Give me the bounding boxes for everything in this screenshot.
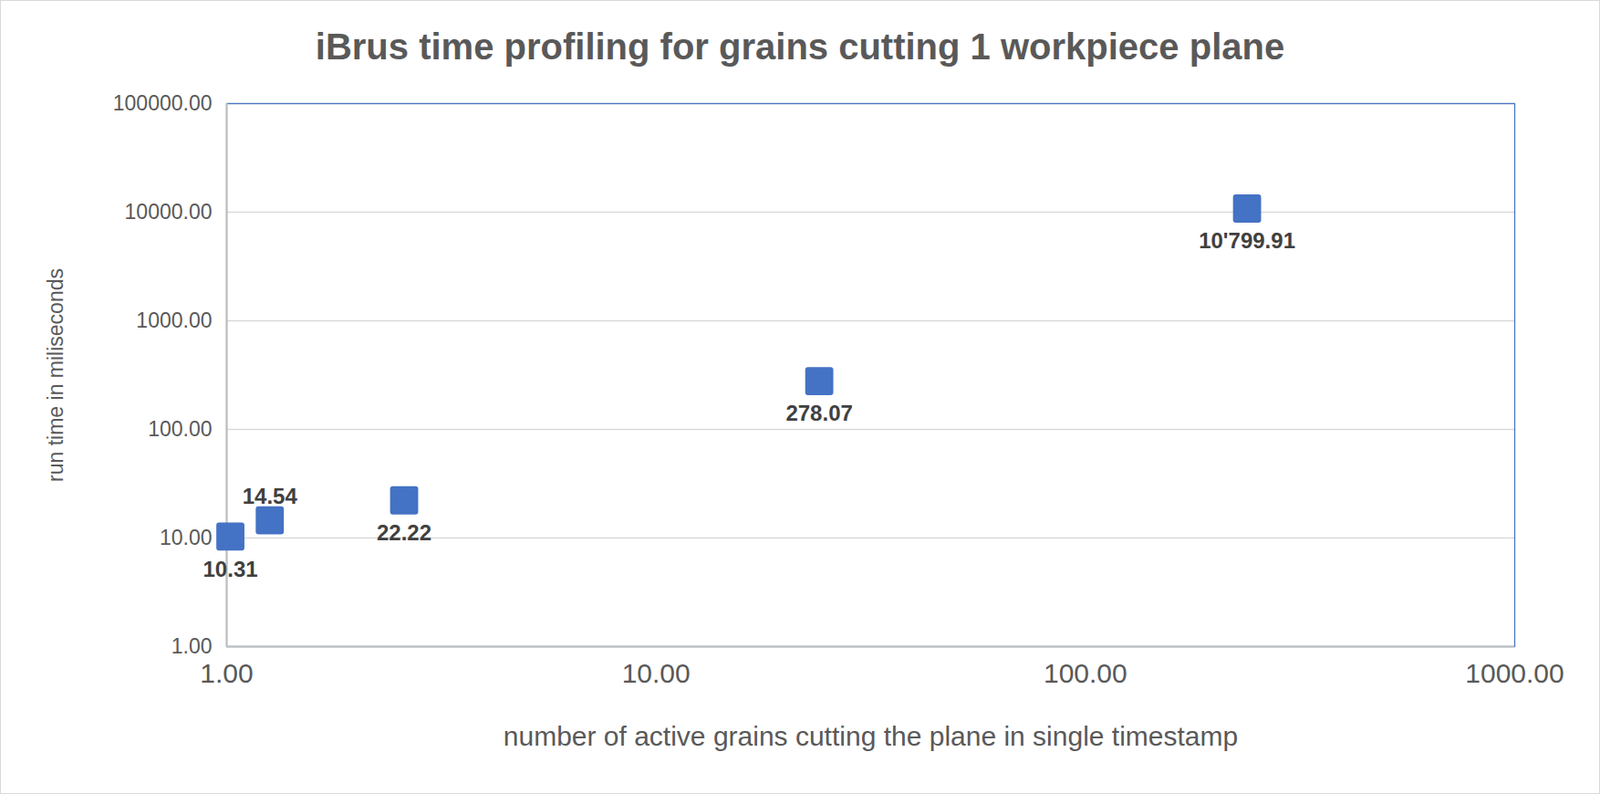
svg-text:run time in miliseconds: run time in miliseconds <box>43 268 68 482</box>
svg-text:10.00: 10.00 <box>159 525 213 550</box>
svg-text:1.00: 1.00 <box>199 657 253 688</box>
svg-text:10.00: 10.00 <box>622 657 691 688</box>
svg-text:100.00: 100.00 <box>147 416 212 441</box>
html-text:iBrus time profiling for grain: iBrus time profiling for grains cutting … <box>315 26 1285 67</box>
svg-text:10.31: 10.31 <box>203 556 259 582</box>
svg-text:number of active grains cuttin: number of active grains cutting the plan… <box>503 720 1238 751</box>
svg-text:10000.00: 10000.00 <box>124 199 213 224</box>
svg-text:1000.00: 1000.00 <box>1464 657 1564 688</box>
svg-text:10'799.91: 10'799.91 <box>1198 228 1296 253</box>
svg-text:100.00: 100.00 <box>1043 657 1128 688</box>
svg-text:14.54: 14.54 <box>242 483 299 509</box>
svg-text:278.07: 278.07 <box>785 400 852 426</box>
svg-text:100000.00: 100000.00 <box>113 91 213 115</box>
svg-text:1.00: 1.00 <box>171 633 213 658</box>
svg-text:22.22: 22.22 <box>376 519 432 545</box>
svg-text:1000.00: 1000.00 <box>135 308 212 333</box>
